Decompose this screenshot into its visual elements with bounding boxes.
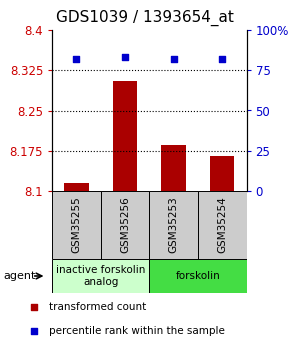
Point [171,56,176,62]
Bar [198,191,246,259]
Bar [162,145,186,191]
Text: percentile rank within the sample: percentile rank within the sample [49,326,225,336]
Bar [210,156,234,191]
Bar [101,191,149,259]
Text: inactive forskolin
analog: inactive forskolin analog [56,265,146,287]
Bar [149,259,246,293]
Bar [52,259,149,293]
Text: GSM35255: GSM35255 [72,197,81,253]
Point [31,304,36,309]
Bar [52,191,101,259]
Point [74,56,79,62]
Text: transformed count: transformed count [49,302,146,312]
Text: GDS1039 / 1393654_at: GDS1039 / 1393654_at [56,10,234,26]
Bar [64,183,89,191]
Point [123,55,127,60]
Text: GSM35254: GSM35254 [217,197,227,253]
Bar [149,191,198,259]
Bar [113,81,137,191]
Text: GSM35256: GSM35256 [120,197,130,253]
Text: GSM35253: GSM35253 [169,197,179,253]
Point [220,56,224,62]
Text: forskolin: forskolin [175,271,220,281]
Text: agent: agent [3,271,35,281]
Point [31,328,36,334]
